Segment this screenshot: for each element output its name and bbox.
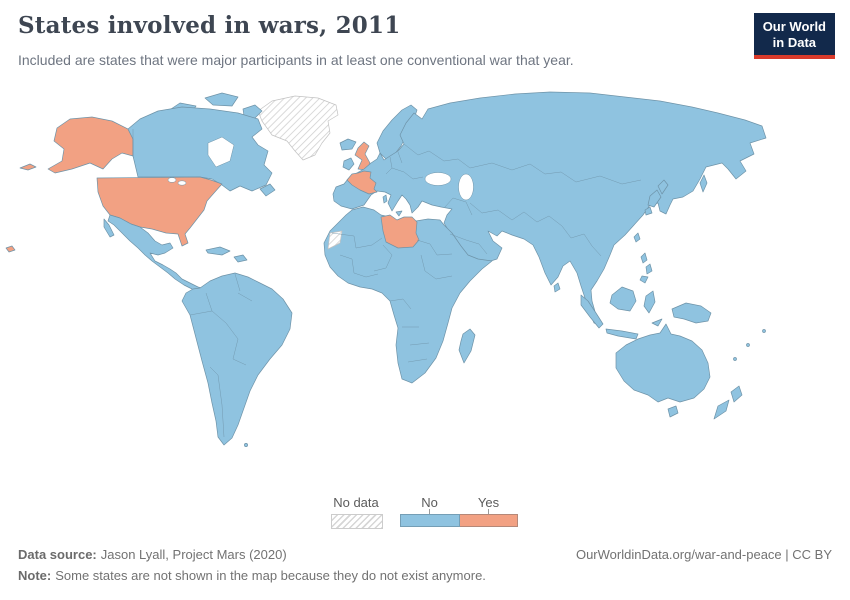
black-sea: [424, 172, 452, 186]
country-indonesia-java[interactable]: [605, 328, 639, 340]
country-united-states-hawaii[interactable]: [5, 245, 16, 253]
country-united-states-aleutians[interactable]: [19, 163, 37, 171]
country-sardinia[interactable]: [382, 194, 388, 204]
note-line: Note: Some states are not shown in the ma…: [18, 568, 486, 583]
country-indonesia-borneo[interactable]: [609, 286, 637, 312]
owid-logo-line2: in Data: [772, 35, 817, 50]
page-title: States involved in wars, 2011: [18, 12, 401, 39]
country-mexico-central-america[interactable]: [107, 214, 208, 295]
country-canada[interactable]: [127, 106, 273, 192]
country-united-states-alaska[interactable]: [47, 116, 134, 174]
country-new-zealand-south[interactable]: [713, 399, 730, 420]
legend-label-no: No: [421, 495, 438, 510]
country-philippines-2[interactable]: [645, 263, 653, 275]
country-japan-honshu[interactable]: [647, 189, 662, 208]
country-mexico-baja[interactable]: [103, 218, 115, 238]
country-pacific-island-1[interactable]: [746, 343, 750, 347]
great-lakes-2: [177, 180, 187, 186]
country-eurasia[interactable]: [332, 91, 767, 326]
legend-tick-no: [429, 509, 430, 514]
country-madagascar[interactable]: [458, 328, 476, 364]
country-philippines-1[interactable]: [640, 252, 648, 264]
legend-label-no-data: No data: [333, 495, 379, 510]
country-philippines-3[interactable]: [639, 275, 649, 284]
country-hispaniola[interactable]: [233, 254, 248, 263]
country-indonesia-timor[interactable]: [651, 318, 663, 327]
world-map-svg: [5, 91, 767, 447]
country-cuba[interactable]: [205, 246, 231, 256]
country-indonesia-sulawesi[interactable]: [643, 290, 656, 314]
country-sakhalin[interactable]: [699, 174, 708, 193]
country-pacific-island-3[interactable]: [733, 357, 737, 361]
country-japan-kyushu[interactable]: [644, 206, 653, 216]
data-source-label: Data source:: [18, 547, 97, 562]
owid-logo-line1: Our World: [762, 19, 826, 34]
country-canada-newfoundland[interactable]: [259, 183, 276, 197]
country-japan-hokkaido[interactable]: [657, 179, 669, 195]
legend-swatch-yes[interactable]: [459, 514, 518, 527]
country-falkland-islands[interactable]: [244, 443, 248, 447]
legend-tick-yes: [488, 509, 489, 514]
world-map: [0, 88, 850, 498]
country-australia[interactable]: [615, 323, 711, 403]
country-new-guinea[interactable]: [671, 302, 712, 324]
country-western-sahara[interactable]: [327, 230, 343, 250]
legend-label-yes: Yes: [477, 495, 500, 510]
country-borders: [132, 129, 642, 438]
country-ireland[interactable]: [342, 157, 355, 171]
attribution-link[interactable]: OurWorldinData.org/war-and-peace | CC BY: [575, 547, 832, 562]
country-south-america[interactable]: [181, 272, 293, 446]
chart-subtitle: Included are states that were major part…: [18, 52, 574, 68]
country-sri-lanka[interactable]: [553, 282, 561, 293]
country-france[interactable]: [346, 170, 378, 195]
data-source-line: Data source: Jason Lyall, Project Mars (2…: [18, 547, 287, 562]
country-sicily[interactable]: [395, 210, 403, 217]
legend-bar: [400, 514, 518, 527]
note-value: Some states are not shown in the map bec…: [55, 568, 486, 583]
country-libya[interactable]: [380, 214, 420, 249]
legend-swatch-no-data[interactable]: [331, 514, 383, 529]
country-iceland[interactable]: [339, 138, 357, 151]
owid-logo[interactable]: Our World in Data: [753, 13, 835, 59]
country-australia-tasmania[interactable]: [667, 405, 679, 418]
country-united-states[interactable]: [96, 176, 223, 247]
data-source-value: Jason Lyall, Project Mars (2020): [100, 547, 287, 562]
legend-swatch-no[interactable]: [400, 514, 460, 527]
country-taiwan[interactable]: [633, 232, 641, 243]
caspian-sea: [458, 173, 474, 201]
map-legend: No data No Yes: [330, 495, 530, 533]
country-greenland[interactable]: [257, 95, 339, 161]
country-pacific-island-2[interactable]: [762, 329, 766, 333]
country-canada-arctic-2[interactable]: [204, 92, 239, 107]
country-new-zealand-north[interactable]: [730, 385, 743, 403]
great-lakes-1: [167, 177, 177, 183]
hudson-bay: [207, 136, 235, 168]
note-label: Note:: [18, 568, 52, 583]
country-indonesia-sumatra[interactable]: [580, 294, 604, 329]
